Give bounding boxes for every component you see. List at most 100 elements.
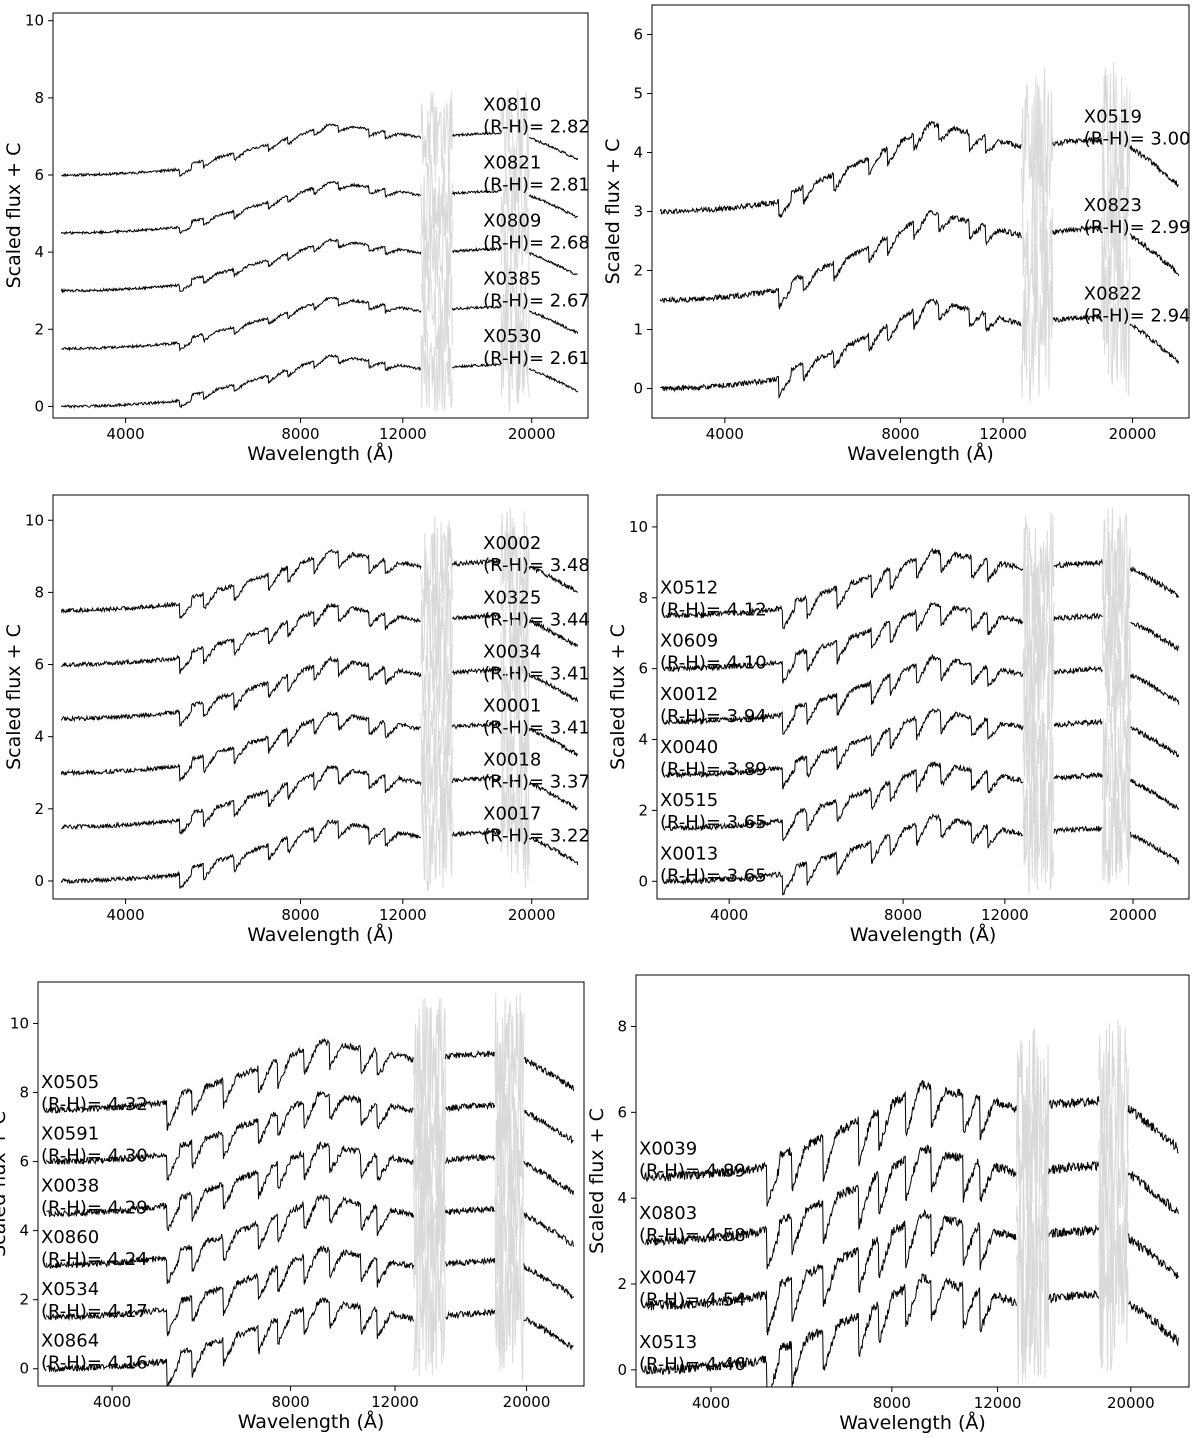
spectrum-line <box>60 818 422 889</box>
spectrum-line <box>420 154 453 241</box>
plot-frame <box>37 981 585 1387</box>
y-tick-label: 6 <box>34 166 44 184</box>
y-axis-title: Scaled flux + C <box>3 624 25 770</box>
y-tick-label: 4 <box>34 728 44 746</box>
color-index-label: (R-H)= 4.30 <box>41 1146 148 1167</box>
spectrum-line <box>420 206 453 300</box>
star-name-label: X0512 <box>660 577 718 598</box>
spectrum-line <box>1098 1217 1129 1372</box>
y-tick-label: 6 <box>19 1153 29 1171</box>
spectrum-line <box>60 353 422 409</box>
x-tick-label: 8000 <box>884 906 922 924</box>
spectrum-line <box>500 669 530 778</box>
star-name-label: X0017 <box>483 804 541 825</box>
plot-frame <box>52 494 589 900</box>
spectrum-line <box>451 829 502 838</box>
spectrum-line <box>528 619 579 648</box>
spectrum-line <box>451 558 502 567</box>
spectrum-line <box>45 1193 415 1284</box>
spectrum-line <box>420 783 453 892</box>
star-name-label: X0591 <box>41 1124 99 1145</box>
spectrum-line <box>420 567 453 670</box>
spectrum-line <box>528 252 578 276</box>
spectrum-line <box>1022 723 1055 837</box>
spectrum-line <box>523 1316 574 1351</box>
spectrum-line <box>664 761 1024 842</box>
spectrum-line <box>451 721 502 730</box>
spectrum-line <box>413 1201 446 1325</box>
spectrum-line <box>445 1100 496 1113</box>
x-tick-label: 8000 <box>881 425 919 443</box>
spectrum-line <box>1101 726 1131 836</box>
spectrum-line <box>420 325 453 412</box>
spectrum-line <box>528 310 579 335</box>
spectrum-line <box>528 136 579 161</box>
spectrum-line <box>451 612 502 622</box>
star-name-label: X0002 <box>483 533 541 554</box>
y-axis-title: Scaled flux + C <box>586 1108 608 1254</box>
color-index-label: (R-H)= 3.89 <box>660 759 767 780</box>
spectrum-line <box>1128 1300 1179 1347</box>
x-axis-title: Wavelength (Å) <box>847 442 994 465</box>
star-name-label: X0534 <box>41 1279 99 1300</box>
spectrum-line <box>1130 726 1180 758</box>
chart-panel-3: 4000 8000 12000 20000 0 2 4 6 8 10 Wavelength (Å) S… <box>3 494 590 946</box>
spectrum-line <box>1101 149 1131 307</box>
color-index-label: (R-H)= 3.48 <box>483 555 590 576</box>
color-index-label: (R-H)= 2.61 <box>483 348 590 369</box>
spectrum-line <box>494 992 525 1115</box>
spectrum-line <box>420 91 453 183</box>
spectrum-line <box>451 303 502 311</box>
star-name-label: X0513 <box>639 1332 697 1353</box>
spectrum-line <box>1127 1171 1179 1214</box>
spectrum-line <box>1022 671 1055 782</box>
y-tick-label: 4 <box>633 144 643 162</box>
spectrum-line <box>659 120 1022 219</box>
spectrum-line <box>1053 825 1103 836</box>
color-index-label: (R-H)= 2.68 <box>483 232 590 253</box>
spectrum-line <box>413 1100 446 1222</box>
y-tick-label: 10 <box>25 12 44 30</box>
spectrum-line <box>1129 323 1180 365</box>
spectrum-line <box>1129 233 1180 276</box>
star-name-label: X0519 <box>1084 107 1142 128</box>
spectrum-line <box>1048 1095 1100 1110</box>
x-tick-label: 8000 <box>271 1393 309 1411</box>
x-tick-label: 12000 <box>371 1393 419 1411</box>
y-tick-label: 2 <box>638 801 648 819</box>
chart-panel-4: 4000 8000 12000 20000 0 2 4 6 8 10 Wavelength (Å) S… <box>607 494 1190 946</box>
star-name-label: X0803 <box>639 1203 697 1224</box>
spectrum-line <box>1048 1160 1100 1175</box>
spectrum-line <box>1052 135 1102 147</box>
spectrum-line <box>1130 673 1180 705</box>
spectrum-line <box>1101 614 1131 721</box>
spectrum-line <box>1053 558 1103 569</box>
spectrum-line <box>1048 1290 1100 1304</box>
spectrum-line <box>1129 145 1179 188</box>
spectrum-line <box>1101 507 1131 618</box>
x-tick-label: 12000 <box>979 425 1027 443</box>
spectrum-line <box>451 774 502 784</box>
spectrum-line <box>665 547 1024 630</box>
color-index-label: (R-H)= 2.94 <box>1084 306 1191 327</box>
spectrum-line <box>420 728 453 832</box>
chart-panel-5: 4000 8000 12000 20000 0 2 4 6 8 10 Wavelength (Å) S… <box>0 981 585 1433</box>
y-tick-label: 6 <box>638 660 648 678</box>
color-index-label: (R-H)= 3.41 <box>483 717 590 738</box>
spectrum-line <box>60 548 422 619</box>
spectrum-line <box>445 1049 496 1060</box>
color-index-label: (R-H)= 3.44 <box>483 609 590 630</box>
spectrum-line <box>1020 243 1054 403</box>
spectrum-line <box>500 564 530 672</box>
spectrum-line <box>420 619 453 725</box>
y-tick-label: 8 <box>19 1083 29 1101</box>
x-tick-label: 8000 <box>281 906 319 924</box>
color-index-label: (R-H)= 3.37 <box>483 772 590 793</box>
star-name-label: X0039 <box>639 1139 697 1160</box>
y-tick-label: 6 <box>34 656 44 674</box>
spectrum-line <box>528 727 579 758</box>
spectrum-line <box>451 362 502 369</box>
spectrum-line <box>61 296 422 352</box>
spectrum-line <box>46 1141 415 1232</box>
star-name-label: X0809 <box>483 210 541 231</box>
